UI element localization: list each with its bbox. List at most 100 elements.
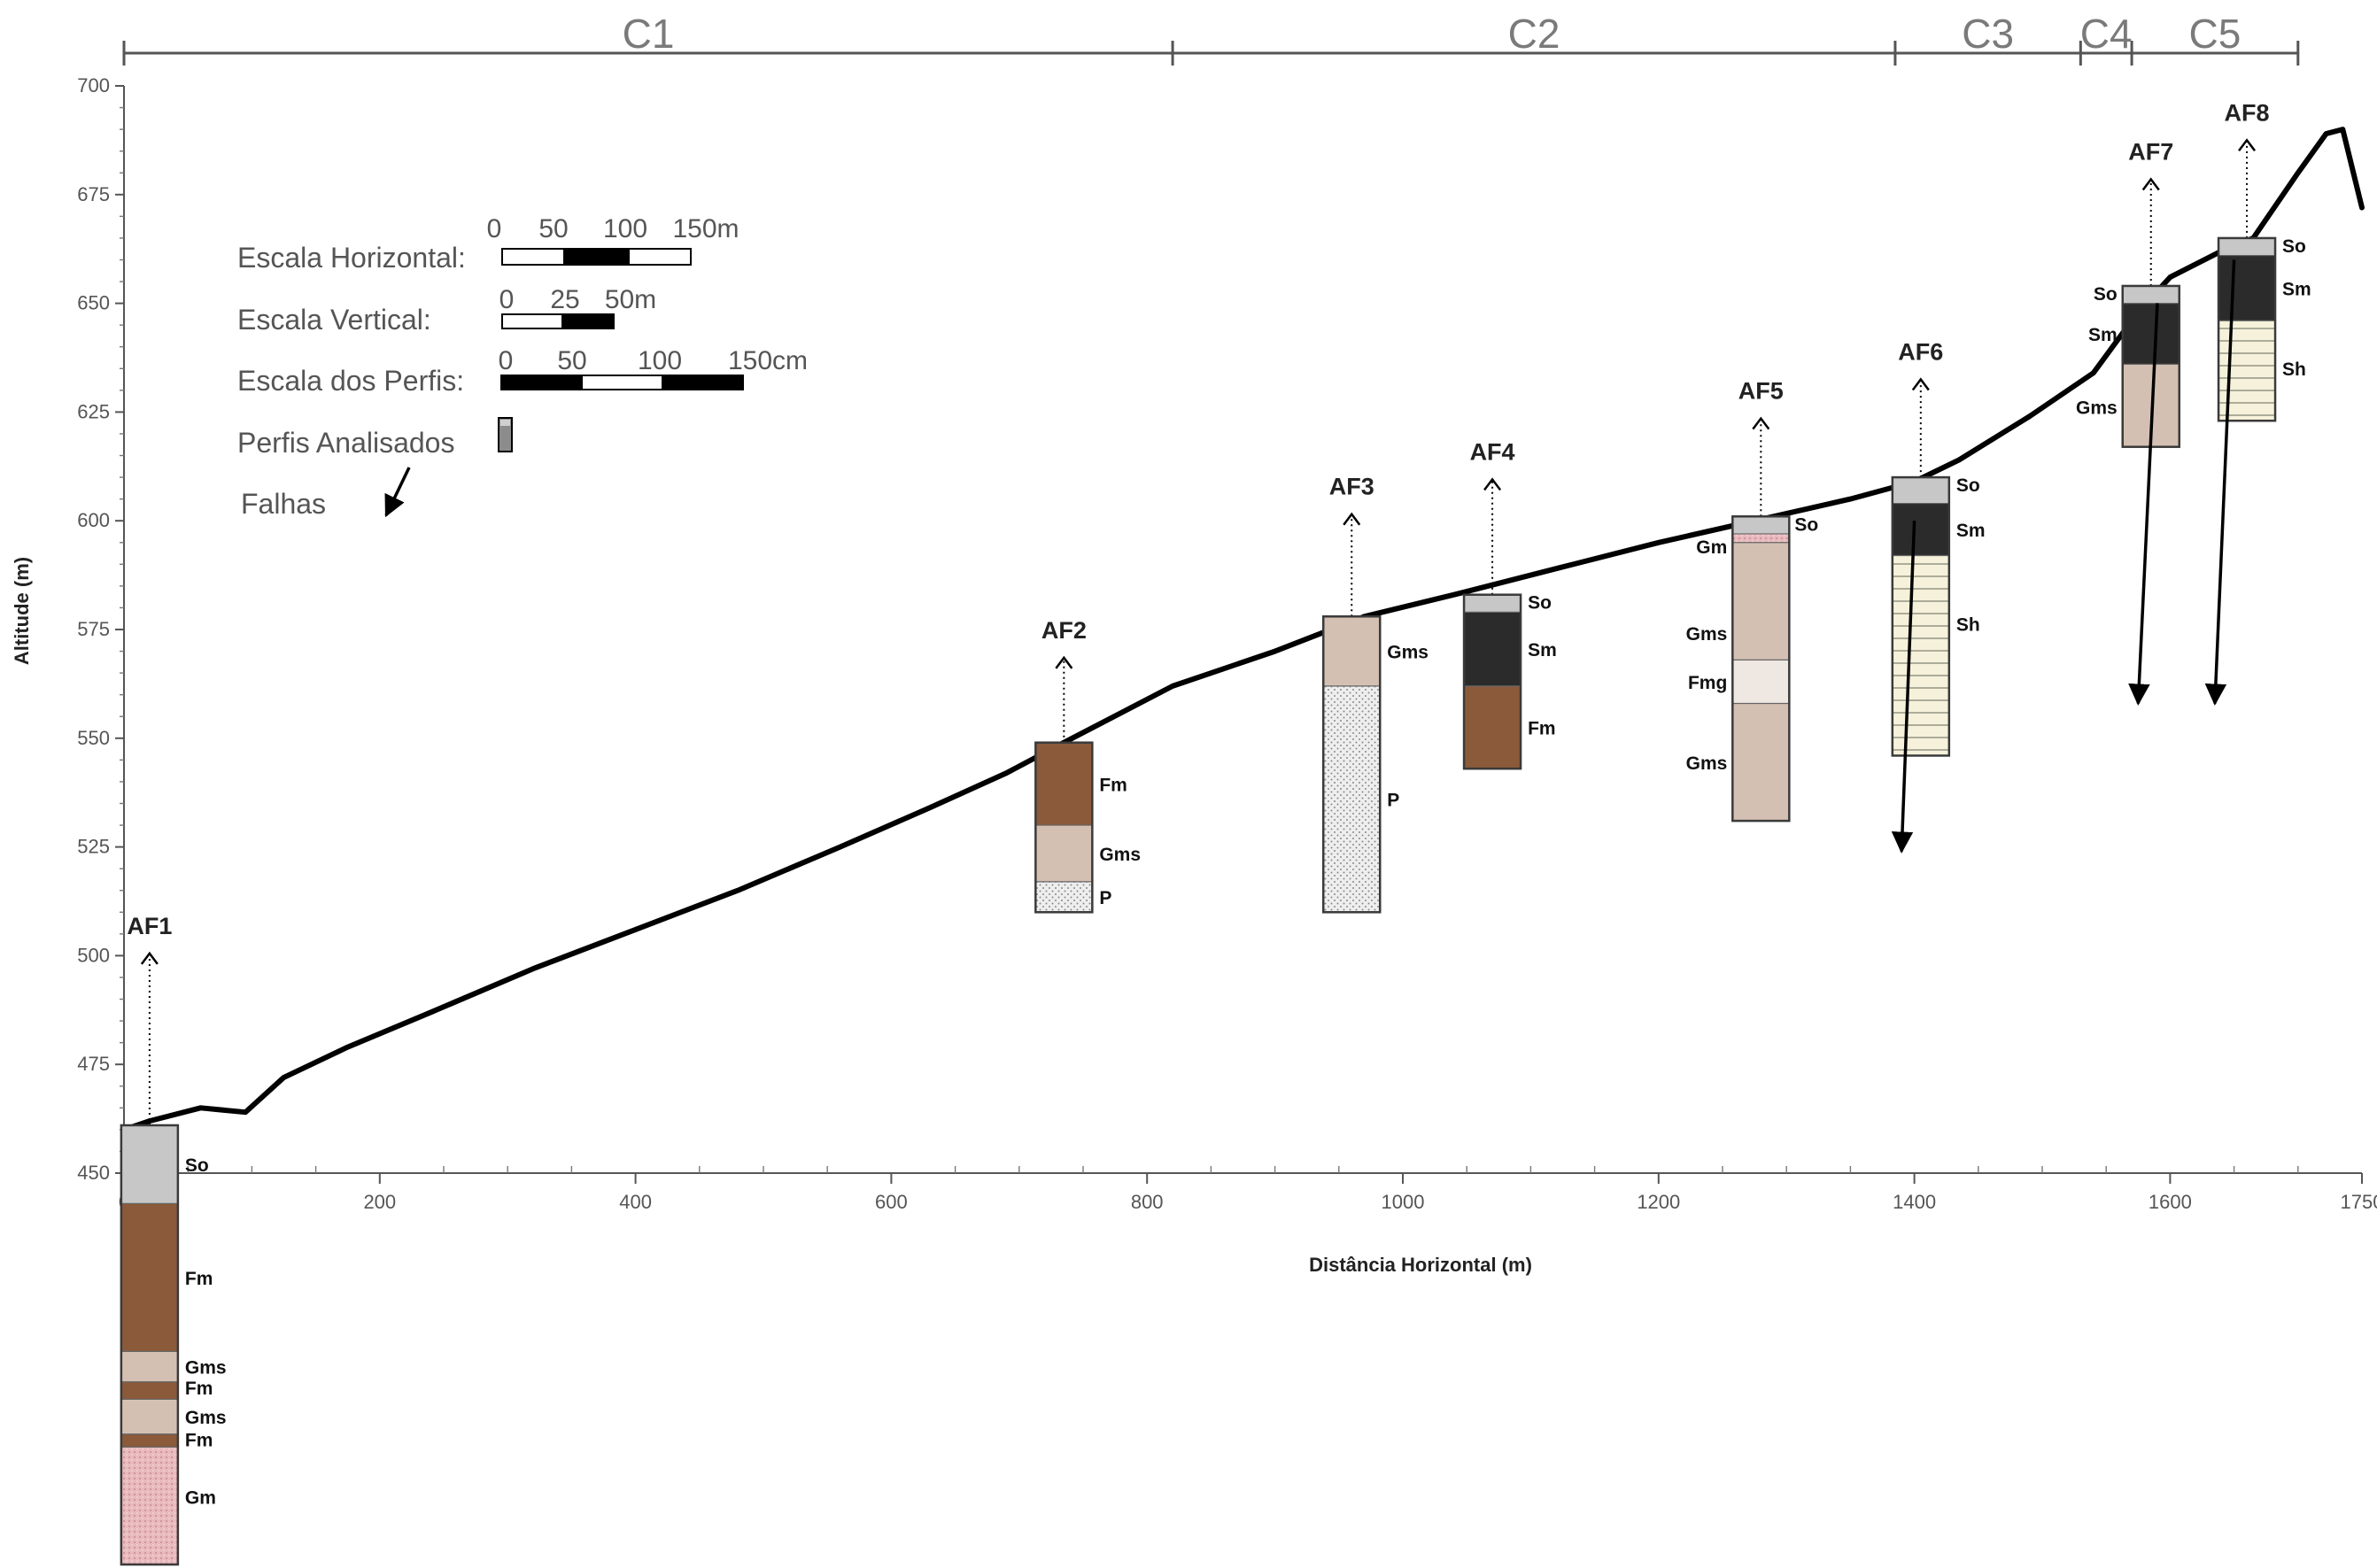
- profile-layer-so: [1892, 477, 1949, 504]
- up-arrow-icon: [2141, 177, 2160, 191]
- profile-name: AF4: [1470, 438, 1515, 465]
- layer-label: Sm: [2282, 279, 2311, 299]
- profile-af2: AF2 Fm Gms P: [1034, 617, 1141, 914]
- profile-outline: [120, 1124, 180, 1566]
- profile-outline: [2217, 236, 2277, 422]
- profile-outline: [1731, 515, 1791, 823]
- segment-ticks: [122, 41, 2300, 66]
- layer-label: Gm: [1696, 537, 1727, 558]
- y-ticks: 450 475 500 525 550 575 600 625 650 675 700: [77, 74, 124, 1184]
- profile-layer-so: [2122, 285, 2180, 304]
- profile-af5: AF5 So Gm Gms Fmg Gms: [1686, 378, 1818, 823]
- legend-profiles-label: Perfis Analisados: [237, 427, 454, 459]
- layer-label: Gm: [185, 1487, 216, 1508]
- hscale-tick-50: 50: [538, 214, 568, 243]
- x-tick-label: 1000: [1382, 1191, 1425, 1213]
- vscale-tick-50: 50m: [605, 285, 656, 314]
- x-tick-label: 1200: [1637, 1191, 1680, 1213]
- pscale-tick-50: 50: [557, 346, 586, 375]
- vertical-scale-bar: [501, 313, 615, 329]
- profile-af3: AF3 Gms P: [1321, 474, 1429, 914]
- y-tick-label: 600: [77, 509, 110, 531]
- layer-label: So: [2094, 284, 2118, 305]
- layer-label: Fm: [185, 1269, 213, 1289]
- up-arrow-icon: [1911, 377, 1930, 391]
- layer-label: Gms: [185, 1408, 227, 1428]
- layer-label: Fm: [185, 1379, 213, 1399]
- profile-outline: [1034, 741, 1094, 914]
- profile-af7: AF7 So Sm Gms: [2076, 139, 2180, 448]
- layer-label: Sm: [1528, 640, 1557, 660]
- profile-layer-gms: [120, 1399, 178, 1434]
- profile-layer-gms: [1732, 542, 1790, 660]
- layer-label: Fmg: [1688, 673, 1727, 693]
- layer-label: Sh: [1956, 614, 1980, 635]
- legend: Escala Horizontal: 0 50 100 150m Escala …: [237, 214, 808, 520]
- profile-symbol-icon: [498, 417, 513, 452]
- up-arrow-icon: [1752, 416, 1770, 430]
- fault-arrow-icon: [384, 467, 411, 518]
- profile-layer-sm: [1464, 612, 1521, 686]
- vscale-tick-0: 0: [499, 285, 515, 314]
- up-arrow-icon: [1483, 477, 1502, 491]
- fault-arrow: [2128, 303, 2159, 706]
- hscale-tick-0: 0: [487, 214, 502, 243]
- layer-label: So: [185, 1155, 209, 1176]
- profile-layer-fm: [1464, 685, 1521, 769]
- profile-layer-sh: [1892, 555, 1949, 756]
- profile-name: AF3: [1329, 474, 1374, 500]
- profile-layer-fm: [120, 1203, 178, 1352]
- layer-label: So: [2282, 236, 2306, 257]
- up-arrow-icon: [2238, 138, 2257, 152]
- terrain-layer: [121, 127, 2365, 1132]
- pscale-tick-0: 0: [499, 346, 514, 375]
- hscale-tick-100: 100: [603, 214, 647, 243]
- layer-label: Gms: [1099, 845, 1141, 865]
- x-tick-label: 1400: [1893, 1191, 1936, 1213]
- profile-af4: AF4 So Sm Fm: [1462, 438, 1557, 770]
- profile-layer-sm: [2218, 255, 2276, 321]
- profile-layer-fm: [120, 1381, 178, 1400]
- profile-outline: [1462, 593, 1522, 770]
- x-tick-label: 400: [619, 1191, 652, 1213]
- profile-layer-p: [1323, 685, 1381, 913]
- fault-arrow: [1891, 521, 1916, 854]
- profile-name: AF2: [1041, 617, 1087, 644]
- segment-label-c2: C2: [1508, 11, 1560, 57]
- segment-label-c4: C4: [2080, 11, 2133, 57]
- profile-layer-p: [1035, 881, 1093, 913]
- fault-arrow: [2204, 259, 2236, 706]
- profiles-layer: AF1SoFmGmsFmGmsFmGmAF2FmGmsPAF3GmsPAF4So…: [120, 99, 2311, 1566]
- profile-layer-gm: [1732, 533, 1790, 543]
- y-tick-label: 675: [77, 183, 110, 205]
- segment-label-c5: C5: [2189, 11, 2242, 57]
- hscale-tick-150: 150m: [672, 214, 739, 243]
- layer-label: P: [1387, 791, 1399, 811]
- x-tick-label: 600: [875, 1191, 908, 1213]
- profile-layer-gm: [120, 1447, 178, 1565]
- y-tick-label: 475: [77, 1053, 110, 1075]
- profile-name: AF7: [2128, 139, 2173, 166]
- faults-layer: [1891, 259, 2236, 854]
- profile-name: AF6: [1898, 338, 1943, 365]
- layer-label: Gms: [1686, 753, 1728, 774]
- profile-layer-fm: [1035, 742, 1093, 826]
- profile-layer-gms: [1323, 616, 1381, 686]
- y-tick-label: 650: [77, 292, 110, 314]
- pscale-tick-150: 150cm: [728, 346, 808, 375]
- profile-layer-fmg: [1732, 660, 1790, 704]
- y-tick-label: 450: [77, 1162, 110, 1184]
- profile-layer-so: [1464, 594, 1521, 613]
- x-tick-label: 1600: [2149, 1191, 2192, 1213]
- up-arrow-icon: [1343, 512, 1361, 526]
- profile-layer-sm: [2122, 303, 2180, 365]
- horizontal-scale-bar: [501, 248, 692, 266]
- profile-scale-bar: [500, 375, 744, 390]
- layer-label: Fm: [1099, 775, 1127, 795]
- layer-label: P: [1099, 888, 1111, 908]
- profile-outline: [1891, 475, 1951, 757]
- layer-label: Sm: [1956, 521, 1986, 541]
- layer-label: Gms: [2076, 398, 2118, 418]
